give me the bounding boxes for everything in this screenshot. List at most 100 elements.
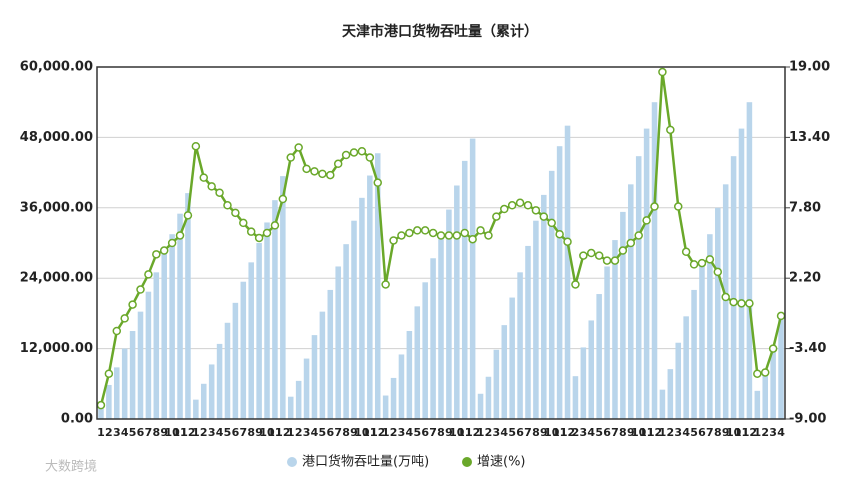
bar — [264, 222, 270, 419]
x-tick-label: 2 — [667, 426, 675, 439]
bar — [153, 272, 160, 419]
line-marker — [602, 256, 612, 265]
x-tick-label: 11 — [552, 426, 567, 439]
bar — [762, 369, 768, 419]
line-marker — [96, 400, 106, 410]
line-marker — [579, 251, 588, 260]
x-tick-label: 6 — [603, 426, 611, 439]
x-tick-label: 7 — [429, 426, 437, 439]
bar — [280, 176, 286, 419]
x-tick-label: 5 — [224, 426, 232, 439]
x-tick-label: 4 — [406, 426, 414, 439]
legend-swatch — [287, 457, 297, 467]
x-tick-label: 7 — [524, 426, 532, 439]
x-tick-label: 7 — [145, 426, 153, 439]
bar — [137, 311, 144, 419]
line-marker — [436, 231, 446, 240]
bar — [106, 384, 112, 419]
x-tick-label: 6 — [137, 426, 145, 439]
bar — [699, 263, 705, 419]
line-marker — [365, 153, 375, 162]
bar — [327, 289, 334, 419]
x-tick-label: 5 — [413, 426, 421, 439]
line-marker — [452, 231, 462, 240]
line-marker — [610, 256, 620, 265]
bar — [438, 234, 444, 419]
x-tick-label: 4 — [311, 426, 319, 439]
x-tick-label: 11 — [639, 426, 654, 439]
x-tick-label: 3 — [303, 426, 311, 439]
x-tick-label: 2 — [572, 426, 580, 439]
line-marker — [270, 221, 280, 230]
y-tick-label: 36,000.00 — [20, 200, 93, 215]
x-tick-label: 8 — [342, 426, 350, 439]
x-tick-label: 12 — [180, 426, 195, 439]
bar — [240, 281, 247, 419]
bar — [770, 348, 776, 419]
bar — [596, 294, 602, 419]
x-tick-label: 10 — [164, 426, 180, 439]
line-marker — [159, 246, 169, 255]
x-tick-label: 11 — [362, 426, 377, 439]
bar — [493, 349, 500, 419]
x-tick-label: 6 — [232, 426, 240, 439]
line-marker — [500, 204, 509, 214]
bar — [303, 358, 310, 419]
line-marker — [626, 238, 636, 248]
line-marker — [373, 178, 382, 187]
x-tick-label: 8 — [247, 426, 255, 439]
x-tick-label: 12 — [275, 426, 290, 439]
bar — [232, 302, 239, 419]
y2-tick-label: 19.00 — [789, 60, 830, 75]
line-marker — [658, 67, 667, 77]
x-tick-label: 7 — [239, 426, 247, 439]
bar — [248, 262, 254, 419]
bar — [422, 282, 428, 419]
line-marker — [760, 368, 770, 377]
bar — [311, 335, 318, 419]
line-marker — [745, 299, 754, 308]
x-tick-label: 11 — [734, 426, 749, 439]
x-tick-label: 1 — [477, 426, 485, 439]
line-marker — [199, 173, 209, 182]
bar — [722, 184, 729, 419]
bar — [477, 393, 484, 419]
bar — [533, 220, 539, 419]
line-marker — [318, 169, 327, 179]
plot-frame — [96, 66, 786, 420]
line-marker — [152, 250, 161, 259]
bar — [454, 185, 460, 419]
line-marker — [444, 231, 454, 240]
line-marker — [594, 251, 604, 260]
x-tick-label: 2 — [200, 426, 208, 439]
x-tick-label: 10 — [544, 426, 560, 439]
x-tick-label: 9 — [160, 426, 168, 439]
bar — [359, 197, 365, 419]
x-tick-label: 12 — [370, 426, 385, 439]
bar — [691, 289, 697, 419]
bar — [564, 125, 571, 420]
y2-tick-label: -9.00 — [789, 412, 826, 427]
line-marker — [642, 216, 651, 225]
y-tick-label: 60,000.00 — [20, 60, 93, 75]
x-tick-label: 5 — [319, 426, 327, 439]
bar — [612, 240, 618, 419]
x-tick-label: 6 — [516, 426, 524, 439]
line-marker — [341, 150, 351, 160]
x-tick-label: 1 — [382, 426, 390, 439]
bar — [715, 207, 721, 419]
bar — [580, 347, 587, 419]
line-marker — [468, 234, 477, 244]
bar — [390, 377, 397, 419]
bar — [398, 354, 405, 419]
bar — [145, 291, 152, 419]
x-tick-label: 1 — [287, 426, 295, 439]
bar — [635, 156, 642, 419]
line-marker — [278, 194, 288, 204]
bar — [335, 266, 341, 419]
x-tick-label: 2 — [295, 426, 303, 439]
bar — [746, 102, 753, 419]
line-marker — [476, 226, 485, 235]
